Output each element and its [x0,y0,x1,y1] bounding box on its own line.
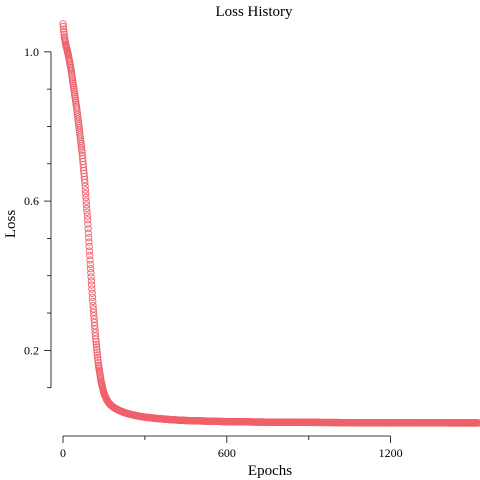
data-point [94,353,102,362]
data-point [88,289,96,297]
data-point [93,348,101,356]
y-tick-label: 0.6 [24,194,39,208]
data-point [59,22,67,31]
data-point [86,251,94,260]
data-point [81,182,89,190]
data-point [60,30,68,38]
data-point [92,338,100,346]
data-point [59,20,67,28]
data-point [93,351,102,359]
data-point [87,269,95,277]
x-axis-title: Epochs [248,463,292,479]
x-tick-label: 600 [218,446,236,460]
axes: 0.2 0.6 1.0 0 600 1200 [24,45,403,460]
y-tick-label: 0.2 [24,343,39,357]
data-point [83,212,91,220]
data-point [88,285,96,293]
x-tick-label: 1200 [379,446,403,460]
data-point [84,225,92,233]
data-point [85,234,93,242]
x-tick-label: 0 [60,446,66,460]
data-point [83,204,91,213]
y-tick-label: 1.0 [24,45,39,59]
data-point [88,293,97,302]
data-point [87,273,95,281]
data-point [84,229,93,237]
data-point [86,260,94,269]
data-point [474,419,480,427]
data-point [78,146,86,155]
data-point [82,201,91,209]
data-point [83,216,92,224]
data-point [94,356,102,364]
data-point [82,189,90,198]
data-point [86,264,95,273]
data-point [92,343,101,351]
data-point [92,340,100,349]
data-point [85,242,93,251]
data-point [59,25,68,33]
data-point [77,144,86,152]
data-point [92,335,100,343]
data-point [93,345,101,354]
chart-title: Loss History [215,4,293,20]
data-point [81,178,89,187]
data-points [59,20,480,427]
data-point [85,247,94,255]
data-point [81,186,90,194]
data-point [88,281,96,289]
data-point [82,193,90,202]
data-point [82,197,90,205]
data-point [86,256,94,264]
data-point [85,238,93,246]
data-point [83,208,91,216]
data-point [89,297,97,306]
data-point [87,277,96,285]
data-point [84,220,92,228]
y-axis-title: Loss [3,210,19,239]
